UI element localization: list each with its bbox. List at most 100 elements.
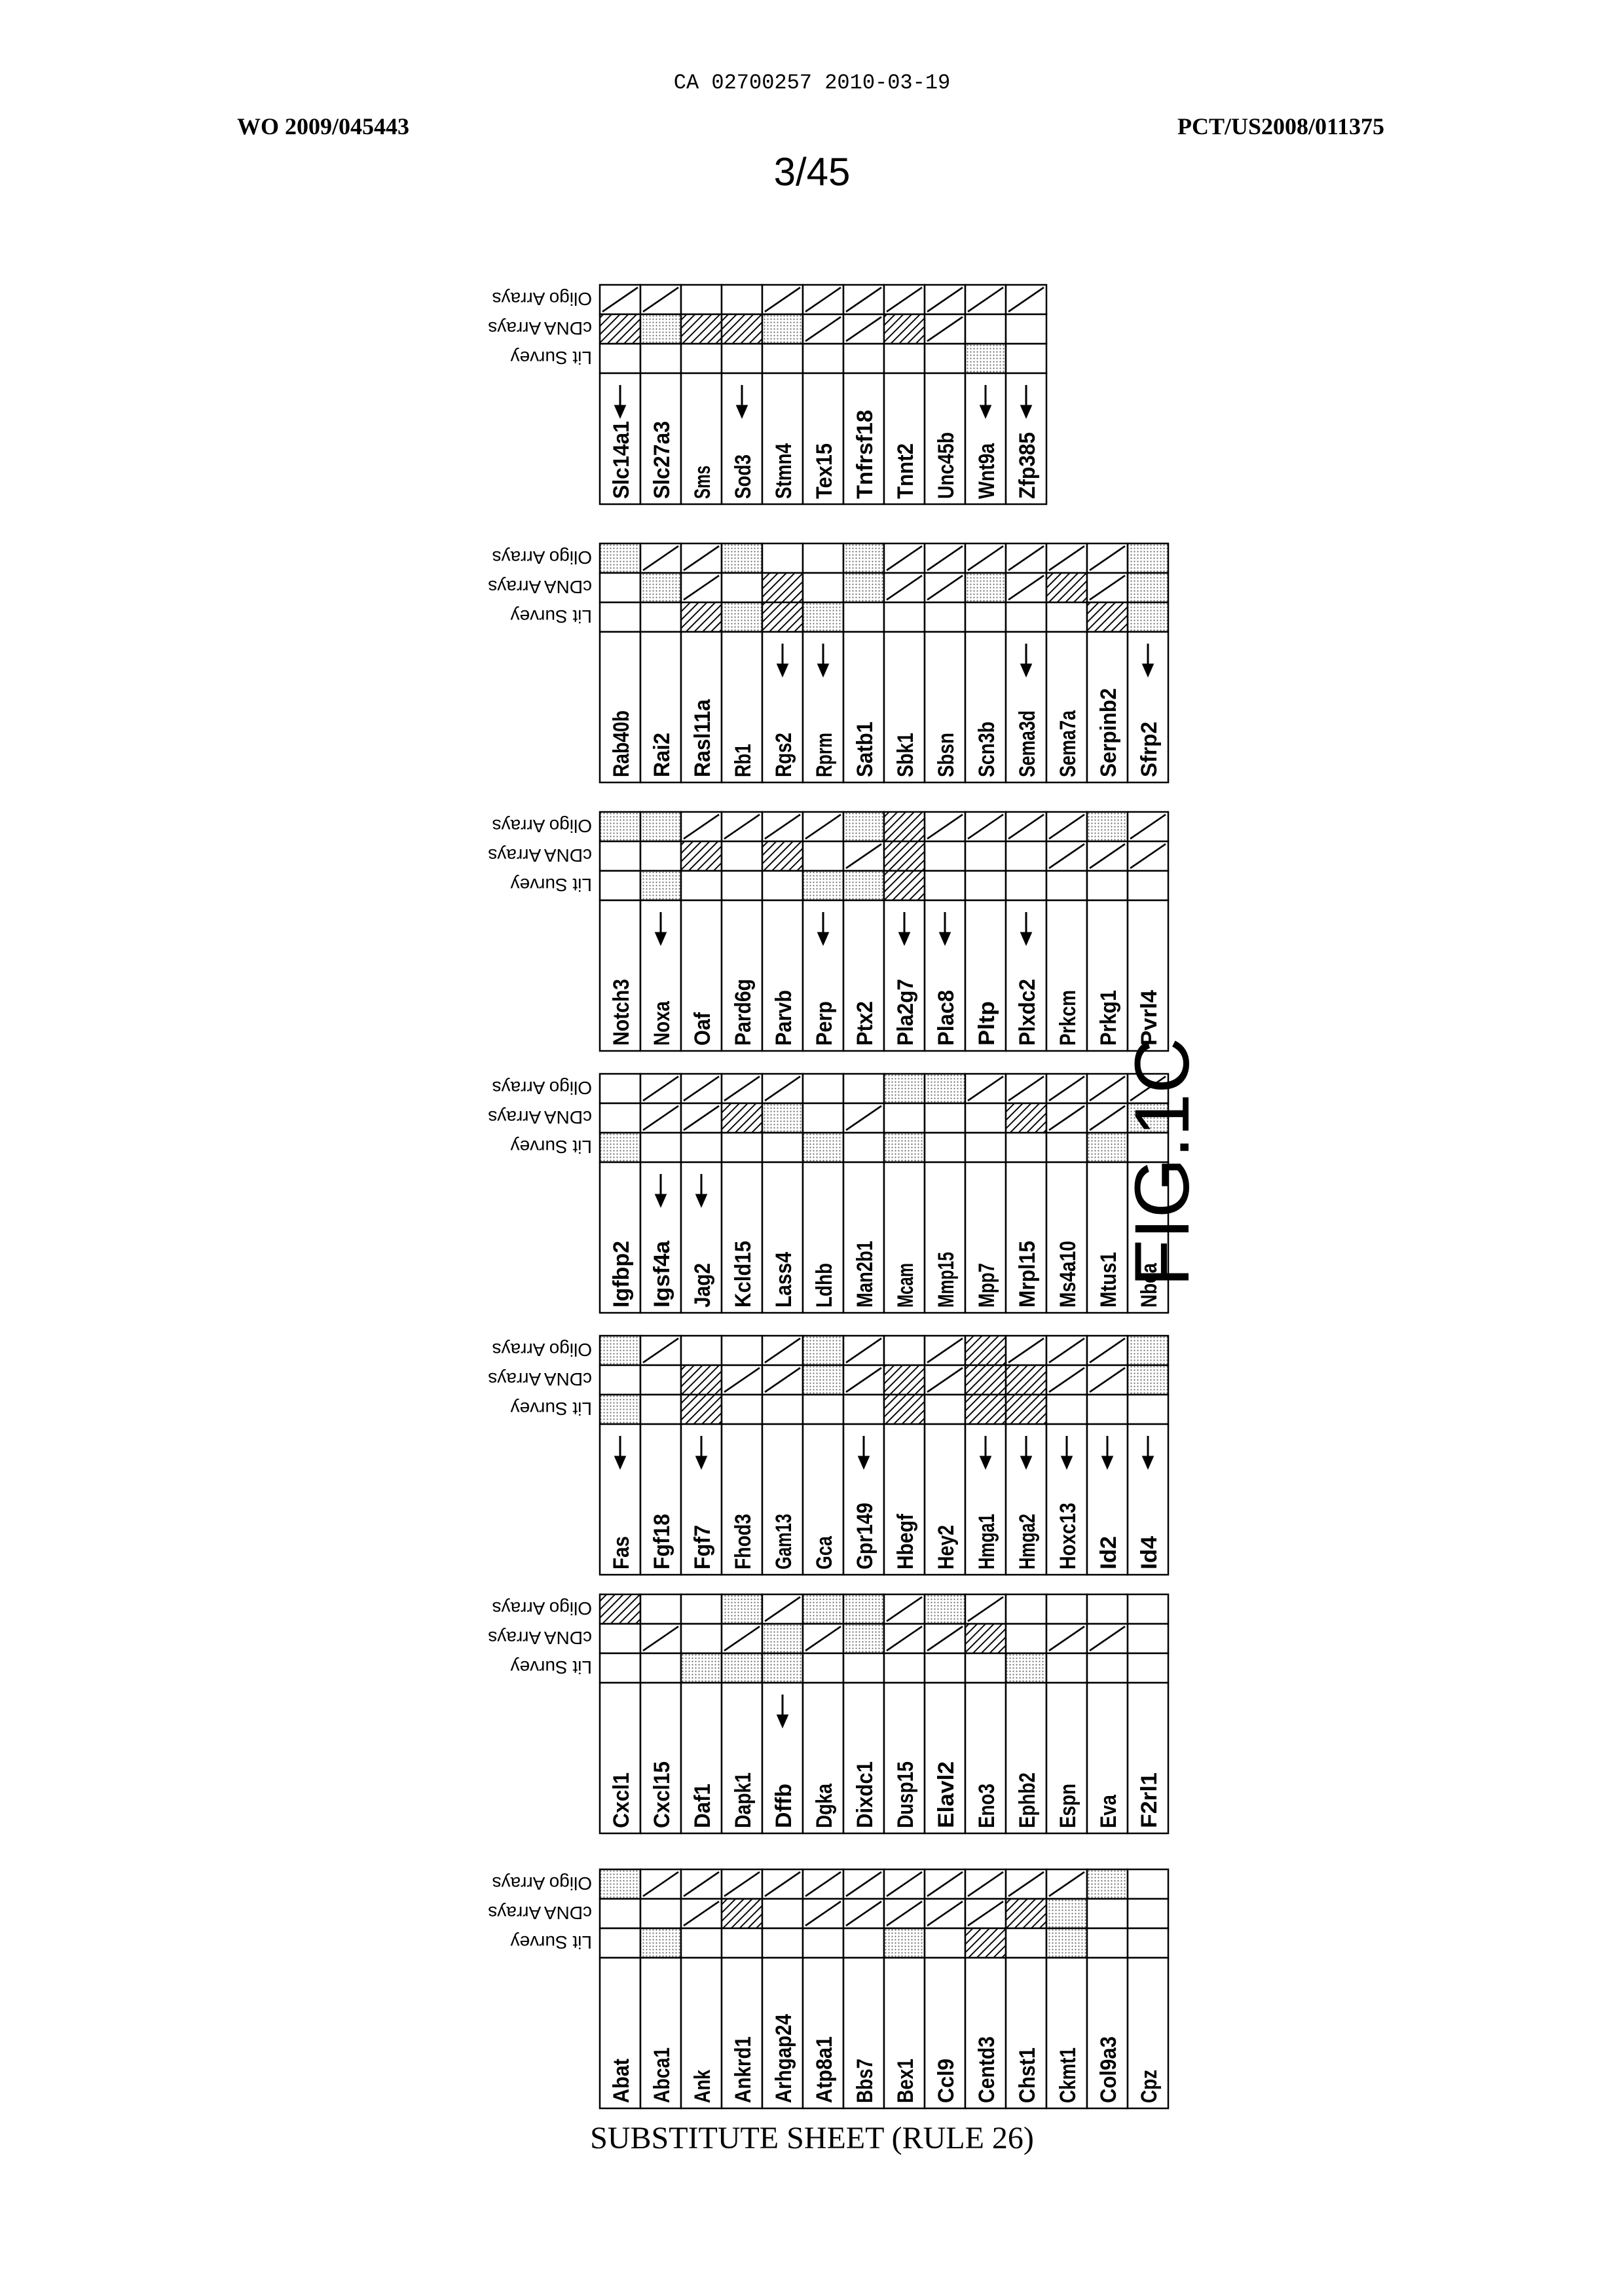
result-cell-empty bbox=[1006, 1133, 1046, 1162]
result-cell-empty bbox=[640, 1594, 681, 1624]
result-cell-empty bbox=[1046, 1133, 1087, 1162]
result-cell-empty bbox=[1087, 1395, 1128, 1424]
result-cell-empty bbox=[681, 1133, 722, 1162]
result-cell-hatch bbox=[1087, 602, 1128, 632]
gene-name: Fas bbox=[609, 1536, 634, 1569]
result-cell-hatch bbox=[1006, 1899, 1046, 1928]
gene-name: Sbk1 bbox=[893, 733, 918, 777]
gene-name: Man2b1 bbox=[853, 1241, 877, 1308]
result-cell-hatch bbox=[1006, 1365, 1046, 1395]
gene-name: Satb1 bbox=[853, 722, 877, 777]
gene-name: Ldhb bbox=[812, 1263, 837, 1308]
result-cell-empty bbox=[722, 285, 762, 314]
result-cell-hatch bbox=[762, 602, 803, 632]
gene-name: Pla2g7 bbox=[893, 979, 918, 1046]
result-cell-hatch bbox=[884, 1395, 925, 1424]
gene-name: Perp bbox=[812, 1001, 837, 1046]
gene-name: Fgf7 bbox=[690, 1525, 715, 1569]
result-cell-hatch bbox=[884, 841, 925, 871]
gene-name: Pltp bbox=[974, 1001, 999, 1046]
result-cell-empty bbox=[925, 1395, 965, 1424]
gene-name: Kcld15 bbox=[731, 1241, 756, 1308]
result-cell-empty bbox=[965, 841, 1006, 871]
result-cell-empty bbox=[640, 841, 681, 871]
result-cell-empty bbox=[762, 1899, 803, 1928]
result-cell-dots bbox=[843, 1624, 884, 1653]
result-cell-dots bbox=[722, 543, 762, 573]
result-cell-hatch bbox=[884, 871, 925, 900]
result-cell-hatch bbox=[965, 1928, 1006, 1958]
result-cell-empty bbox=[925, 602, 965, 632]
result-cell-empty bbox=[965, 1133, 1006, 1162]
result-cell-empty bbox=[843, 1653, 884, 1683]
result-cell-empty bbox=[1046, 871, 1087, 900]
column-header: cDNA Arrays bbox=[488, 1369, 592, 1389]
gene-name: Sod3 bbox=[731, 454, 756, 499]
result-cell-empty bbox=[843, 602, 884, 632]
result-cell-empty bbox=[1006, 1624, 1046, 1653]
gene-table: Oligo ArrayscDNA ArraysLit SurveyNotch3N… bbox=[488, 812, 1168, 1051]
result-cell-hatch bbox=[600, 314, 640, 344]
gene-name: Ccl9 bbox=[934, 2059, 959, 2103]
result-cell-dots bbox=[803, 602, 843, 632]
gene-name: Stmn4 bbox=[771, 443, 796, 499]
column-header: cDNA Arrays bbox=[488, 577, 592, 597]
result-cell-hatch bbox=[600, 1594, 640, 1624]
result-cell-empty bbox=[762, 1928, 803, 1958]
gene-name: Rb1 bbox=[731, 744, 756, 777]
result-cell-hatch bbox=[681, 841, 722, 871]
result-cell-dots bbox=[600, 543, 640, 573]
result-cell-empty bbox=[762, 871, 803, 900]
result-cell-dots bbox=[1046, 1899, 1087, 1928]
gene-name: Elavl2 bbox=[934, 1761, 959, 1828]
gene-name: Igsf4a bbox=[650, 1240, 674, 1308]
result-cell-hatch bbox=[762, 573, 803, 602]
gene-name: Bbs7 bbox=[853, 2059, 877, 2103]
result-cell-empty bbox=[843, 1074, 884, 1103]
gene-name: Eno3 bbox=[974, 1784, 999, 1828]
result-cell-hatch bbox=[722, 1103, 762, 1133]
gene-name: Espn bbox=[1056, 1784, 1080, 1828]
result-cell-dots bbox=[843, 1594, 884, 1624]
result-cell-empty bbox=[640, 1365, 681, 1395]
result-cell-empty bbox=[762, 543, 803, 573]
result-cell-hatch bbox=[1006, 1103, 1046, 1133]
result-cell-dots bbox=[884, 1074, 925, 1103]
column-header: Lit Survey bbox=[511, 1137, 593, 1157]
result-cell-empty bbox=[722, 573, 762, 602]
result-cell-empty bbox=[843, 1928, 884, 1958]
result-cell-dots bbox=[1006, 1653, 1046, 1683]
result-cell-empty bbox=[600, 1074, 640, 1103]
result-cell-dots bbox=[722, 1594, 762, 1624]
result-cell-dots bbox=[1087, 1869, 1128, 1899]
result-cell-empty bbox=[884, 1653, 925, 1683]
result-cell-dots bbox=[722, 1653, 762, 1683]
result-cell-dots bbox=[640, 871, 681, 900]
result-cell-empty bbox=[762, 1395, 803, 1424]
result-cell-empty bbox=[681, 344, 722, 373]
result-cell-dots bbox=[803, 871, 843, 900]
gene-name: Ms4a10 bbox=[1056, 1241, 1080, 1308]
result-cell-dots bbox=[884, 1133, 925, 1162]
gene-name: Mrpl15 bbox=[1015, 1241, 1040, 1308]
gene-name: Slc14a1 bbox=[609, 421, 634, 499]
result-cell-empty bbox=[965, 1103, 1006, 1133]
result-cell-hatch bbox=[884, 1365, 925, 1395]
result-cell-empty bbox=[925, 1133, 965, 1162]
result-cell-hatch bbox=[965, 1624, 1006, 1653]
column-header: Lit Survey bbox=[511, 1657, 593, 1678]
gene-name: Atp8a1 bbox=[812, 2036, 837, 2103]
result-cell-empty bbox=[1087, 1594, 1128, 1624]
result-cell-hatch bbox=[1006, 1395, 1046, 1424]
column-header: Lit Survey bbox=[511, 1399, 593, 1419]
result-cell-dots bbox=[1087, 812, 1128, 841]
gene-name: Gpr149 bbox=[853, 1503, 877, 1569]
gene-name: F2rl1 bbox=[1137, 1772, 1162, 1828]
gene-name: Serpinb2 bbox=[1096, 688, 1121, 777]
result-cell-empty bbox=[681, 1928, 722, 1958]
result-cell-dots bbox=[843, 871, 884, 900]
result-cell-empty bbox=[843, 1395, 884, 1424]
gene-table: Oligo ArrayscDNA ArraysLit SurveyAbatAbc… bbox=[488, 1869, 1168, 2108]
result-cell-empty bbox=[600, 1928, 640, 1958]
gene-name: Rprm bbox=[812, 733, 837, 777]
